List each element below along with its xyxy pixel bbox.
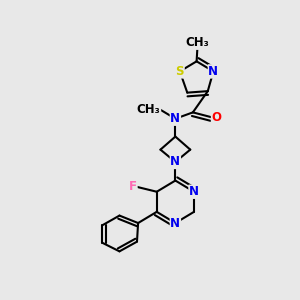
Text: N: N bbox=[208, 65, 218, 78]
Text: N: N bbox=[170, 217, 180, 230]
Text: F: F bbox=[129, 180, 137, 194]
Text: N: N bbox=[170, 155, 180, 168]
Text: O: O bbox=[212, 111, 221, 124]
Text: CH₃: CH₃ bbox=[186, 36, 210, 49]
Text: N: N bbox=[189, 185, 199, 198]
Text: N: N bbox=[170, 112, 180, 125]
Text: CH₃: CH₃ bbox=[137, 103, 160, 116]
Text: S: S bbox=[176, 65, 184, 78]
